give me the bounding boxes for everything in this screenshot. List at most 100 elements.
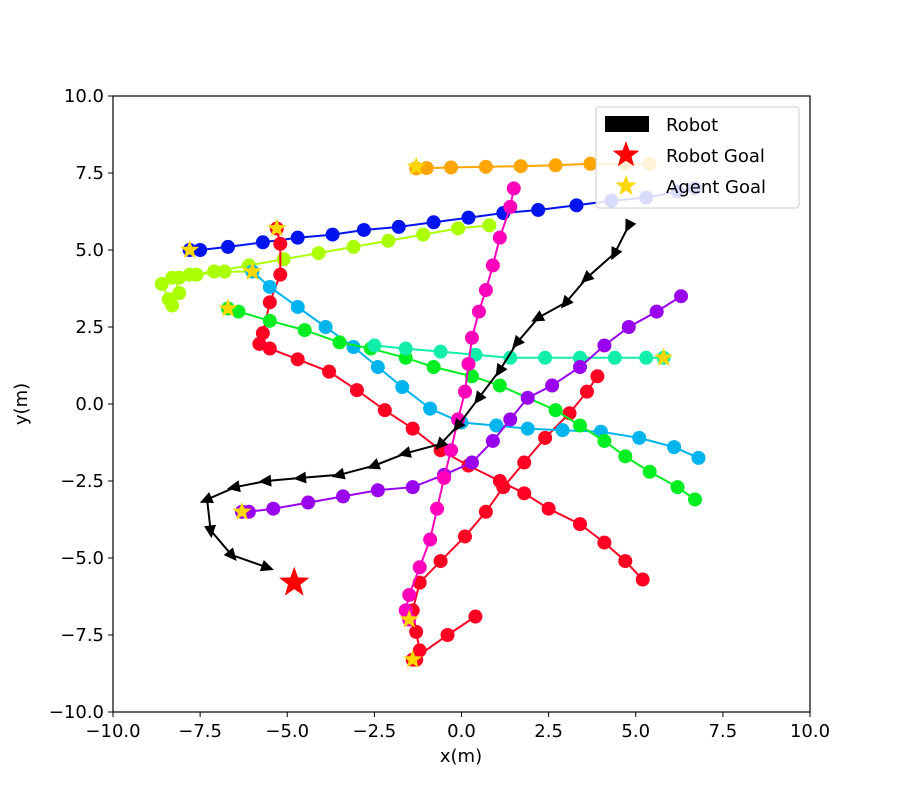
robot-heading-marker [331,467,346,480]
agent-position-marker [297,323,312,338]
y-tick-label: 5.0 [75,240,104,261]
agent-position-marker [496,480,511,495]
agent-position-marker [172,270,187,285]
agent-position-marker [464,330,479,345]
agent-position-marker [667,440,682,455]
agent-position-marker [172,286,187,301]
robot-heading-marker [531,310,546,322]
robot-heading-marker [611,246,623,261]
agent-position-marker [569,198,584,213]
agent-position-marker [444,160,459,175]
agent-position-marker [687,492,702,507]
agent-position-marker [221,239,236,254]
agent-position-marker [437,470,452,485]
agent-position-marker [639,350,654,365]
legend: Robot Robot Goal Agent Goal [595,106,800,209]
y-tick-label: −2.5 [60,471,104,492]
agent-goal-star [242,261,262,280]
agent-position-marker [579,384,594,399]
agent-position-marker [635,572,650,587]
legend-robot-swatch [605,116,649,132]
agent-position-marker [217,264,232,279]
robot-goal-star [279,566,310,596]
robot-heading-marker [625,218,637,233]
agent-position-marker [478,504,493,519]
agent-position-marker [377,403,392,418]
agent-trajectory [221,301,702,507]
agent-trajectory [154,218,497,313]
agent-position-marker [252,336,267,351]
agent-position-marker [440,628,455,642]
agent-position-marker [597,338,612,353]
agent-position-marker [356,222,371,237]
agent-position-marker [632,430,647,445]
agent-path [374,344,664,359]
agent-position-marker [607,350,622,365]
agent-position-marker [517,455,532,470]
agent-position-marker [322,364,337,379]
agent-position-marker [381,233,396,248]
agent-position-marker [482,218,497,233]
agent-position-marker [273,267,288,282]
y-tick-label: 7.5 [75,163,104,184]
agent-position-marker [572,360,587,375]
agent-position-marker [674,289,689,304]
agent-position-marker [405,480,420,495]
robot-heading-marker [560,294,574,309]
legend-robot-label: Robot [666,115,718,136]
legend-robot-goal-label: Robot Goal [666,146,765,167]
agent-position-marker [395,380,410,395]
agent-position-marker [649,304,664,319]
x-tick-label: 0.0 [447,721,476,742]
agent-position-marker [255,235,270,250]
agent-position-marker [311,246,326,261]
y-tick-label: −7.5 [60,625,104,646]
robot-heading-marker [398,446,412,458]
agent-position-marker [548,158,563,173]
axes-layer: −10.0 −7.5 −5.0 −2.5 0.0 2.5 5.0 7.5 10.0 −10.0 −7… [49,86,830,742]
agent-position-marker [531,202,546,217]
agent-position-marker [464,369,479,384]
agent-position-marker [545,378,560,393]
agent-goal-star [218,298,238,317]
agent-path [251,270,699,459]
agent-position-marker [430,501,445,516]
x-tick-label: 5.0 [621,721,650,742]
agent-position-marker [489,418,504,433]
agent-position-marker [426,360,441,375]
x-tick-label: −7.5 [178,721,222,742]
legend-robot-goal-marker [612,141,640,167]
robot-layer [199,218,637,572]
robot-heading-marker [259,560,274,572]
agent-trajectory [245,264,706,465]
agent-position-marker [336,489,351,504]
agent-position-marker [276,252,291,267]
agent-position-marker [541,501,556,516]
x-tick-label: 10.0 [790,721,830,742]
agent-position-marker [346,239,361,254]
legend-agent-goal-star [615,175,637,195]
agent-position-marker [485,258,500,273]
x-tick-label: −5.0 [265,721,309,742]
agent-position-marker [290,230,305,245]
agent-position-marker [506,181,521,196]
robot-heading-marker [581,270,595,283]
agent-position-marker [255,326,270,341]
agent-position-marker [492,378,507,393]
agent-position-marker [464,455,479,470]
agent-position-marker [332,335,347,350]
robot-heading-marker [495,362,508,377]
agent-position-marker [478,283,493,298]
agent-position-marker [349,383,364,398]
agent-goal-star [406,156,426,175]
agent-trajectory [234,289,689,519]
agent-position-marker [520,421,535,436]
agent-position-marker [273,236,288,251]
agent-goal-star [403,649,423,668]
agent-position-marker [370,360,385,375]
agent-position-marker [325,227,340,242]
agent-position-marker [207,264,222,279]
robot-heading-marker [204,524,216,539]
agent-position-marker [642,464,657,479]
